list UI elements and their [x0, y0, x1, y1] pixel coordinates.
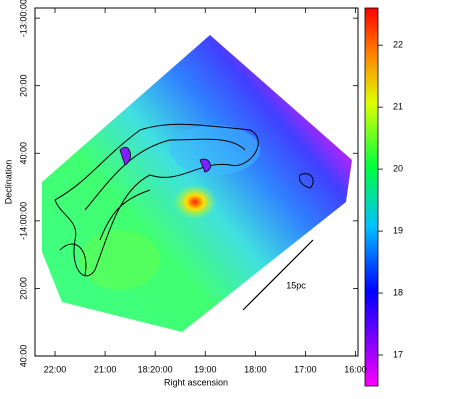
y-tick-label: -13:00:00: [18, 0, 28, 37]
colorbar-tick-label: 20: [393, 163, 403, 173]
y-tick-label: 40:00: [18, 345, 28, 368]
scale-label: 15pc: [286, 280, 306, 290]
x-tick-label: 21:00: [94, 364, 117, 374]
y-tick-label: 40:00: [18, 142, 28, 165]
x-tick-label: 22:00: [44, 364, 67, 374]
plot-frame: [34, 7, 359, 357]
x-tick-label: 18:20:00: [138, 364, 173, 374]
colorbar-tick-label: 18: [393, 287, 403, 297]
colorbar-tick-label: 17: [393, 349, 403, 359]
x-axis-label: Right ascension: [164, 377, 228, 387]
scale-bar: [242, 239, 314, 311]
colorbar-tick-label: 22: [393, 40, 403, 50]
colorbar-tick-label: 19: [393, 225, 403, 235]
x-tick-label: 18:00: [244, 364, 267, 374]
map-image: [42, 35, 352, 332]
colorbar: [364, 7, 379, 387]
y-tick-label: -14:00:00: [18, 202, 28, 240]
colorbar-tick-label: 21: [393, 102, 403, 112]
x-tick-label: 17:00: [294, 364, 317, 374]
y-tick-label: 20:00: [18, 74, 28, 97]
y-tick-label: 20:00: [18, 277, 28, 300]
x-tick-label: 16:00: [344, 364, 367, 374]
y-axis-label: Declination: [3, 160, 13, 205]
x-tick-label: 19:00: [194, 364, 217, 374]
